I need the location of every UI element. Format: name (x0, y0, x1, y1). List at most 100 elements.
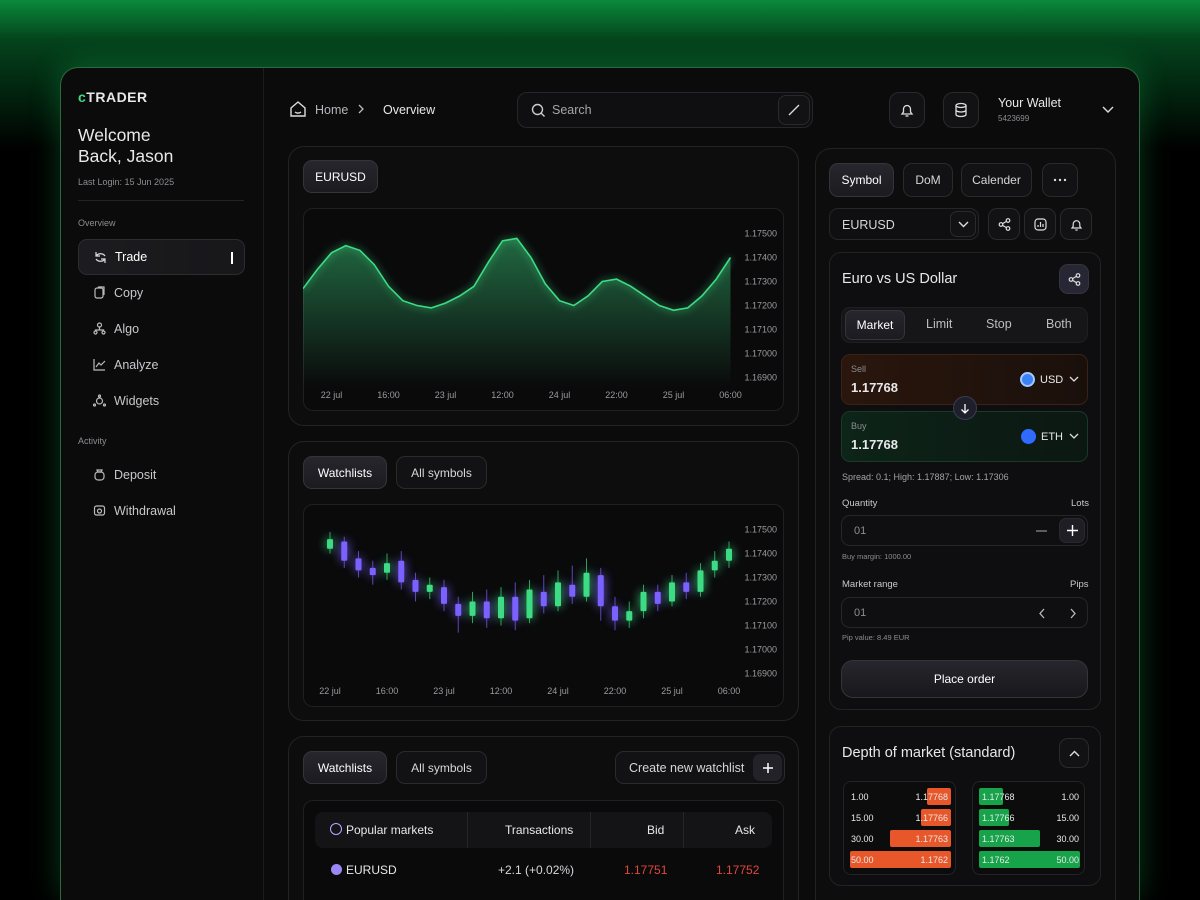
y-tick-label: 1.17100 (744, 620, 777, 630)
depth-volume: 30.00 (1056, 834, 1079, 844)
nav-label: Algo (114, 322, 140, 336)
tab-label: All symbols (411, 465, 472, 480)
spread-info: Spread: 0.1; High: 1.17887; Low: 1.17306 (842, 472, 1009, 482)
area-fill (303, 238, 731, 387)
price-line (303, 237, 732, 312)
sell-price: 1.17768 (851, 380, 898, 395)
order-type[interactable]: Both (1046, 317, 1072, 331)
tab[interactable]: Symbol (829, 163, 894, 197)
tab[interactable]: All symbols (396, 456, 487, 489)
symbol-chip[interactable]: EURUSD (303, 160, 378, 193)
tab[interactable]: Watchlists (303, 456, 387, 489)
quantity-input[interactable]: 01 (841, 515, 1088, 546)
brand: cTRADER (78, 89, 148, 105)
nav-label: Analyze (114, 358, 159, 372)
table-cell: EURUSD (346, 863, 397, 877)
depth-row: 30.00 1.17763 (850, 830, 951, 847)
table-cell: 1.17752 (716, 863, 760, 877)
candle-body (640, 591, 647, 612)
chart-button[interactable] (1024, 208, 1056, 240)
depth-sell: 1.00 1.17768 15.00 1.17766 30.00 1.17763 50.00… (843, 781, 956, 875)
candle-body (583, 572, 590, 597)
wallet-dropdown[interactable] (1102, 104, 1114, 114)
depth-price: 1.17763 (915, 834, 948, 844)
x-tick-label: 12:00 (491, 390, 514, 400)
candle-body (441, 587, 447, 604)
tab-label: All symbols (411, 760, 472, 775)
candle-body (726, 548, 732, 561)
wallet-button[interactable] (943, 92, 979, 128)
candle-body (683, 582, 690, 592)
buy-currency[interactable]: ETH (1041, 431, 1063, 443)
candle-body (711, 560, 718, 571)
depth-bar (890, 830, 951, 847)
order-type[interactable]: Stop (986, 317, 1012, 331)
order-type[interactable]: Market (845, 310, 905, 340)
buy-price: 1.17768 (851, 437, 898, 452)
x-tick-label: 22 jul (319, 686, 341, 696)
tab-label: DoM (915, 173, 941, 187)
depth-bar (979, 809, 1010, 826)
breadcrumb[interactable]: Home (315, 103, 349, 117)
tab-label: Watchlists (317, 760, 373, 775)
depth-volume: 30.00 (851, 834, 874, 844)
wallet-title[interactable]: Your Wallet (998, 96, 1061, 110)
depth-bar (850, 851, 951, 868)
table-header-cell: Transactions (505, 823, 574, 837)
candle-body (526, 589, 533, 619)
nav-item[interactable]: Trade (78, 239, 245, 275)
share-button[interactable] (1059, 264, 1089, 294)
alert-button[interactable] (1060, 208, 1092, 240)
field-note: Pip value: 8.49 EUR (842, 633, 910, 642)
collapse-button[interactable] (1059, 738, 1089, 768)
nav-item[interactable]: Copy (78, 275, 245, 311)
candle-body (355, 558, 362, 571)
tab[interactable]: DoM (903, 163, 953, 197)
nav-item[interactable]: Deposit (78, 457, 245, 493)
tab[interactable]: Watchlists (303, 751, 387, 784)
home-icon (290, 101, 306, 117)
field-label: Market range (842, 579, 898, 590)
place-order-button[interactable]: Place order (841, 660, 1088, 698)
nav-label: Trade (115, 250, 148, 264)
depth-buy: 1.00 1.17768 15.00 1.17766 30.00 1.17763 50.00… (972, 781, 1085, 875)
y-tick-label: 1.16900 (744, 668, 777, 678)
nav-item[interactable]: Withdrawal (78, 493, 245, 529)
depth-bar (979, 788, 1003, 805)
symbol-select[interactable]: EURUSD (829, 208, 979, 240)
order-type[interactable]: Limit (926, 317, 953, 331)
depth-price: 1.17768 (982, 792, 1015, 802)
field-label: Quantity (842, 498, 878, 509)
candle-body (384, 563, 390, 573)
search-box[interactable]: Search (517, 92, 813, 128)
swap-button[interactable] (953, 396, 977, 420)
nav-item[interactable]: Algo (78, 311, 245, 347)
y-tick-label: 1.17000 (744, 348, 777, 358)
more-button[interactable] (1042, 163, 1078, 197)
sell-currency[interactable]: USD (1040, 374, 1064, 386)
tab[interactable]: All symbols (396, 751, 487, 784)
buy-label: Buy (851, 421, 867, 431)
tab[interactable]: Calender (961, 163, 1032, 197)
depth-price: 1.1762 (920, 855, 948, 865)
nav-item[interactable]: Analyze (78, 347, 245, 383)
market-range-input[interactable]: 01 (841, 597, 1088, 628)
x-tick-label: 23 jul (435, 390, 457, 400)
field-note: Buy margin: 1000.00 (842, 552, 912, 561)
x-tick-label: 22:00 (605, 390, 628, 400)
depth-volume: 1.00 (851, 792, 869, 802)
x-tick-label: 25 jul (661, 686, 683, 696)
y-tick-label: 1.17200 (744, 596, 777, 606)
nav-item[interactable]: Widgets (78, 383, 245, 419)
share-button[interactable] (988, 208, 1020, 240)
button-label: Place order (933, 672, 996, 686)
depth-title: Depth of market (standard) (842, 745, 1016, 761)
create-watchlist-button[interactable]: Create new watchlist (615, 751, 785, 784)
y-tick-label: 1.17200 (744, 300, 777, 310)
nav-label: Withdrawal (114, 504, 176, 518)
notifications-button[interactable] (889, 92, 925, 128)
candle-body (398, 560, 405, 583)
candle-body (426, 584, 433, 592)
depth-price: 1.17766 (982, 813, 1015, 823)
